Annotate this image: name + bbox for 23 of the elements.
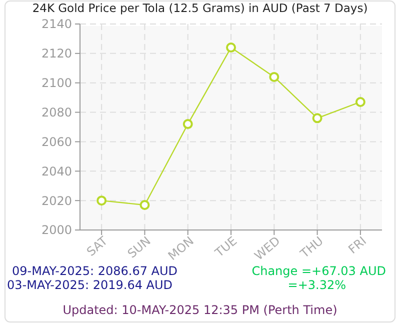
y-tick-label: 2040	[41, 164, 72, 178]
point	[312, 113, 322, 124]
text: 03-MAY-2025: 2019.64 AUD	[7, 278, 173, 292]
x-tick-label: FRI	[346, 234, 370, 257]
chart-title: 24K Gold Price per Tola (12.5 Grams) in AUD (Past 7 Days)	[32, 1, 368, 15]
point	[182, 119, 193, 130]
y-tick-label: 2060	[41, 134, 72, 149]
point	[226, 42, 236, 53]
point	[96, 196, 107, 206]
y-tick-label: 2000	[41, 223, 72, 238]
point	[269, 72, 280, 82]
point	[355, 96, 366, 107]
y-tick-label: 2140	[41, 17, 72, 32]
text: =+3.32%	[288, 278, 346, 292]
point	[140, 200, 150, 210]
y-tick-label: 2020	[41, 194, 72, 208]
text: Updated: 10-MAY-2025 12:35 PM (Perth Time)	[62, 303, 338, 317]
y-tick-label: 2120	[41, 46, 72, 61]
y-tick-label: 2080	[41, 105, 72, 120]
text: Change =+67.03 AUD	[252, 264, 386, 278]
x-tick-label: TUE	[212, 234, 240, 260]
text: 09-MAY-2025: 2086.67 AUD	[12, 264, 178, 278]
y-tick-label: 2100	[41, 76, 72, 90]
